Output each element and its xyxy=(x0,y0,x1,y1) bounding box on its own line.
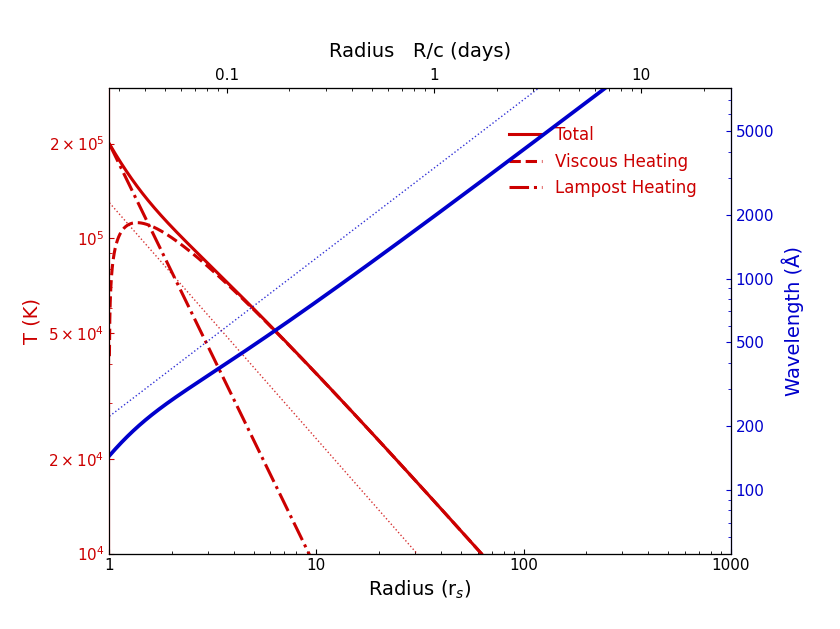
X-axis label: Radius   R/c (days): Radius R/c (days) xyxy=(329,42,511,61)
X-axis label: Radius (r$_s$): Radius (r$_s$) xyxy=(368,579,472,601)
Y-axis label: Wavelength (Å): Wavelength (Å) xyxy=(781,246,804,396)
Legend: Total, Viscous Heating, Lampost Heating: Total, Viscous Heating, Lampost Heating xyxy=(502,120,704,204)
Y-axis label: T (K): T (K) xyxy=(23,298,41,344)
